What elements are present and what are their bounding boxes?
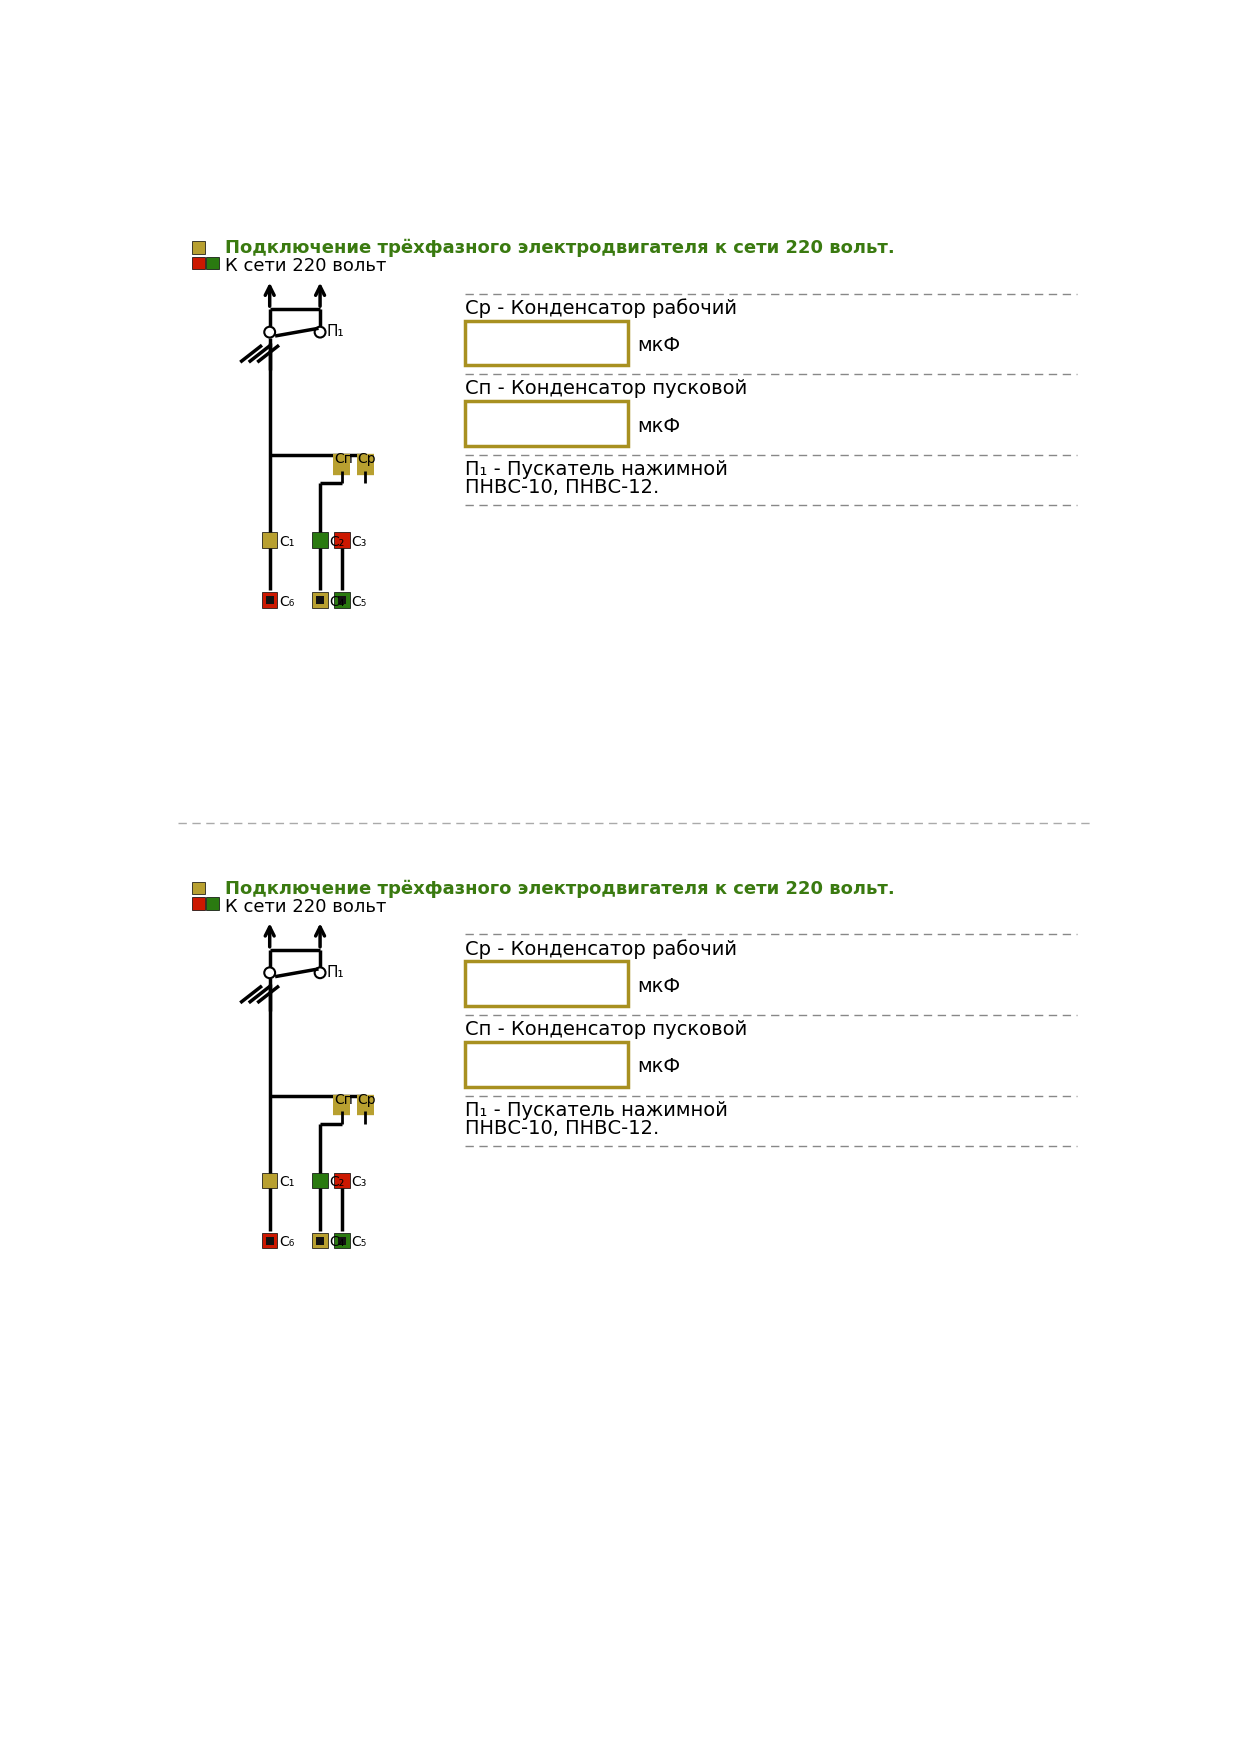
Text: Подключение трёхфазного электродвигателя к сети 220 вольт.: Подключение трёхфазного электродвигателя… [224,239,894,258]
Bar [206,898,218,910]
Bar [265,596,274,603]
Text: Сп: Сп [334,1093,353,1107]
Bar [262,593,278,609]
Text: мкФ: мкФ [637,417,681,435]
Circle shape [315,968,326,979]
Bar [262,1173,278,1189]
Bar [312,1173,327,1189]
Text: мкФ: мкФ [637,337,681,354]
Text: Ср - Конденсатор рабочий: Ср - Конденсатор рабочий [465,938,737,959]
Circle shape [264,968,275,979]
Text: К сети 220 вольт: К сети 220 вольт [224,258,386,275]
Text: С₄: С₄ [330,1235,345,1249]
Text: С₂: С₂ [330,1175,345,1189]
Bar [192,882,205,895]
Text: П₁: П₁ [326,965,343,980]
Bar [262,533,278,547]
Bar [334,533,350,547]
Text: С₂: С₂ [330,535,345,549]
Text: К сети 220 вольт: К сети 220 вольт [224,898,386,916]
Text: мкФ: мкФ [637,977,681,996]
Text: ПНВС-10, ПНВС-12.: ПНВС-10, ПНВС-12. [465,479,660,498]
Bar [206,256,218,268]
Text: С₄: С₄ [330,595,345,609]
Text: С₃: С₃ [351,1175,367,1189]
Bar [465,1042,627,1087]
Bar [465,321,627,365]
Circle shape [264,326,275,337]
Text: Ср: Ср [357,453,376,467]
Text: П₁: П₁ [326,324,343,340]
Text: С₁: С₁ [279,535,294,549]
Text: Ср: Ср [357,1093,376,1107]
Text: Ср - Конденсатор рабочий: Ср - Конденсатор рабочий [465,298,737,317]
Text: С₆: С₆ [279,595,294,609]
Text: С₅: С₅ [351,1235,366,1249]
Bar [465,402,627,446]
Text: С₃: С₃ [351,535,367,549]
Bar [337,1237,346,1245]
Bar [334,593,350,609]
Bar [316,1237,324,1245]
Text: Сп: Сп [334,453,353,467]
Text: С₆: С₆ [279,1235,294,1249]
Text: П₁ - Пускатель нажимной: П₁ - Пускатель нажимной [465,1100,728,1119]
Bar [312,593,327,609]
Text: Подключение трёхфазного электродвигателя к сети 220 вольт.: Подключение трёхфазного электродвигателя… [224,879,894,898]
Text: П₁ - Пускатель нажимной: П₁ - Пускатель нажимной [465,460,728,479]
Bar [265,1237,274,1245]
Text: Сп - Конденсатор пусковой: Сп - Конденсатор пусковой [465,1019,748,1038]
Bar [192,242,205,254]
Bar [334,1233,350,1249]
Text: С₅: С₅ [351,595,366,609]
Bar [192,898,205,910]
Bar [465,961,627,1005]
Text: ПНВС-10, ПНВС-12.: ПНВС-10, ПНВС-12. [465,1119,660,1138]
Circle shape [315,326,326,337]
Bar [334,1173,350,1189]
Text: Сп - Конденсатор пусковой: Сп - Конденсатор пусковой [465,379,748,398]
Bar [262,1233,278,1249]
Text: С₁: С₁ [279,1175,294,1189]
Bar [312,533,327,547]
Text: мкФ: мкФ [637,1058,681,1077]
Bar [337,596,346,603]
Bar [312,1233,327,1249]
Bar [316,596,324,603]
Bar [192,256,205,268]
